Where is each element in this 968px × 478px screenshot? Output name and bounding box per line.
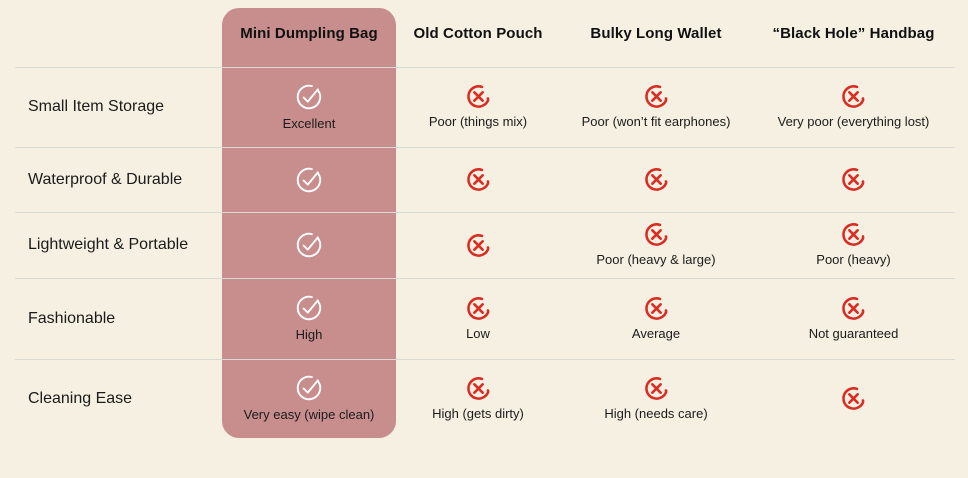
cross-circle-icon — [840, 295, 867, 322]
check-circle-icon — [294, 82, 324, 112]
check-circle-icon — [294, 293, 324, 323]
table-cell — [752, 147, 955, 212]
cell-label: Excellent — [282, 115, 336, 131]
table-cell: Very easy (wipe clean) — [222, 359, 396, 438]
table-cell — [752, 359, 955, 438]
table-cell — [560, 147, 752, 212]
table-cell — [222, 147, 396, 212]
table-cell: Low — [396, 278, 560, 359]
table-cell: Excellent — [222, 67, 396, 147]
row-divider — [15, 359, 955, 360]
row-divider — [15, 212, 955, 213]
cell-label: Not guaranteed — [808, 325, 899, 341]
feature-label-cleaning-ease: Cleaning Ease — [28, 389, 133, 407]
table-cell: High (needs care) — [560, 359, 752, 438]
cell-label: High (gets dirty) — [432, 405, 524, 421]
table-cell: Very poor (everything lost) — [752, 67, 955, 147]
check-circle-icon — [294, 165, 324, 195]
cross-circle-icon — [465, 375, 492, 402]
cross-circle-icon — [643, 166, 670, 193]
feature-label-fashionable: Fashionable — [28, 309, 116, 327]
cross-circle-icon — [840, 385, 867, 412]
table-cell — [396, 212, 560, 278]
table-cell: High — [222, 278, 396, 359]
column-header-bulky-long-wallet: Bulky Long Wallet — [590, 25, 722, 42]
cross-circle-icon — [840, 221, 867, 248]
cross-circle-icon — [465, 83, 492, 110]
table-cell — [396, 147, 560, 212]
table-cell: Poor (won’t fit earphones) — [560, 67, 752, 147]
cross-circle-icon — [643, 83, 670, 110]
cell-label: Very easy (wipe clean) — [243, 407, 375, 423]
cell-label: Poor (things mix) — [428, 114, 528, 130]
table-cell: High (gets dirty) — [396, 359, 560, 438]
check-circle-icon — [294, 373, 324, 403]
check-circle-icon — [294, 230, 324, 260]
cross-circle-icon — [840, 83, 867, 110]
cross-circle-icon — [643, 221, 670, 248]
table-cell — [222, 212, 396, 278]
cross-circle-icon — [465, 166, 492, 193]
cross-circle-icon — [465, 295, 492, 322]
row-divider — [15, 67, 955, 68]
column-header-mini-dumpling-bag: Mini Dumpling Bag — [240, 25, 378, 42]
cell-label: High — [295, 327, 323, 343]
cell-label: Very poor (everything lost) — [777, 114, 930, 130]
cell-label: Poor (won’t fit earphones) — [581, 114, 731, 130]
feature-label-lightweight-portable: Lightweight & Portable — [28, 236, 189, 253]
column-header-old-cotton-pouch: Old Cotton Pouch — [413, 25, 543, 42]
corner-cell — [0, 0, 222, 67]
feature-label-small-item-storage: Small Item Storage — [28, 98, 165, 115]
cross-circle-icon — [840, 166, 867, 193]
cell-label: Poor (heavy) — [816, 252, 891, 268]
feature-label-waterproof-durable: Waterproof & Durable — [28, 170, 183, 188]
highlight-column-background — [222, 8, 396, 438]
column-header-black-hole-handbag: “Black Hole” Handbag — [772, 25, 935, 42]
cross-circle-icon — [465, 232, 492, 259]
cross-circle-icon — [643, 375, 670, 402]
cross-circle-icon — [643, 295, 670, 322]
table-cell: Not guaranteed — [752, 278, 955, 359]
cell-label: High (needs care) — [604, 405, 708, 421]
row-divider — [15, 147, 955, 148]
table-cell: Poor (heavy) — [752, 212, 955, 278]
cell-label: Average — [631, 325, 681, 341]
cell-label: Poor (heavy & large) — [596, 252, 716, 268]
table-grid: Mini Dumpling Bag Old Cotton Pouch Bulky… — [0, 0, 955, 438]
table-cell: Average — [560, 278, 752, 359]
row-divider — [15, 278, 955, 279]
table-cell: Poor (heavy & large) — [560, 212, 752, 278]
table-cell: Poor (things mix) — [396, 67, 560, 147]
cell-label: Low — [466, 325, 490, 341]
